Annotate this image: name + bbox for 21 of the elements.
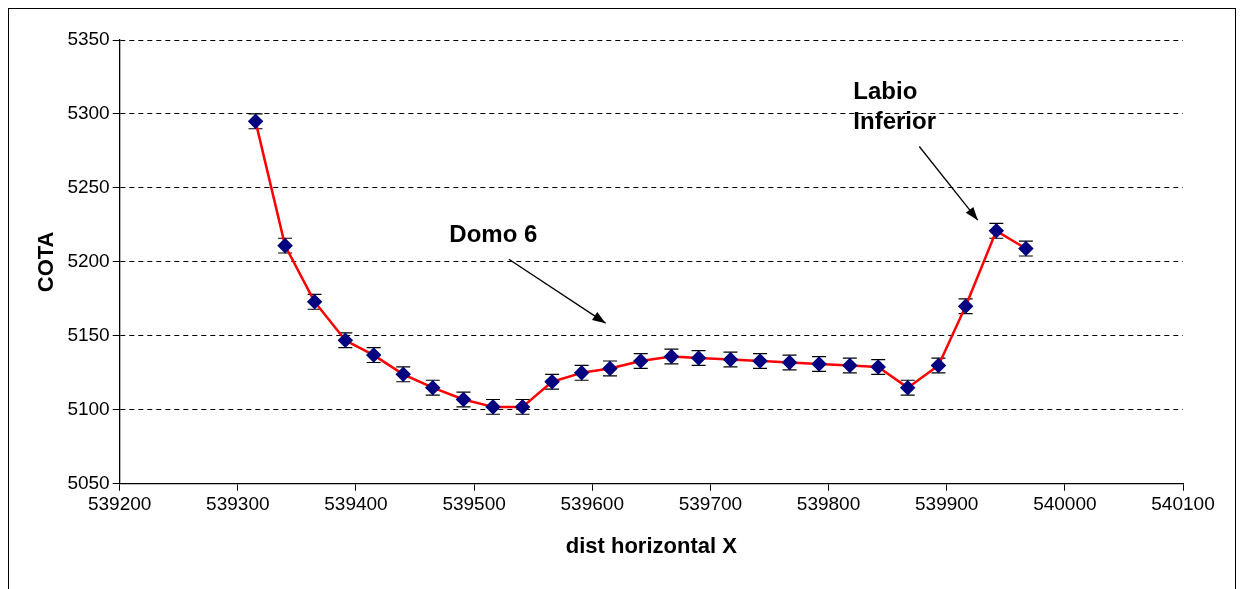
- x-tick-label: 539800: [796, 493, 861, 515]
- y-tick-label: 5350: [67, 28, 110, 50]
- annotation: Domo 6: [449, 219, 538, 247]
- y-axis-title: COTA: [33, 231, 59, 293]
- y-tick-label: 5050: [67, 472, 110, 494]
- y-tick-label: 5300: [67, 102, 110, 124]
- y-tick-label: 5100: [67, 398, 110, 420]
- x-tick-label: 539200: [87, 493, 152, 515]
- x-tick-label: 540000: [1033, 493, 1097, 515]
- annotation: Labio Inferior: [853, 77, 937, 135]
- y-tick-label: 5250: [67, 176, 110, 198]
- x-tick-label: 539400: [324, 493, 388, 515]
- x-tick-label: 540100: [1151, 493, 1215, 515]
- x-tick-label: 539300: [206, 493, 270, 515]
- x-tick-label: 539700: [678, 493, 743, 515]
- x-tick-label: 539900: [915, 493, 979, 515]
- x-tick-label: 539600: [560, 493, 624, 515]
- y-tick-label: 5200: [67, 250, 110, 272]
- x-tick-label: 539500: [442, 493, 506, 515]
- x-axis-title: dist horizontal X: [565, 532, 738, 558]
- y-tick-label: 5150: [67, 324, 110, 346]
